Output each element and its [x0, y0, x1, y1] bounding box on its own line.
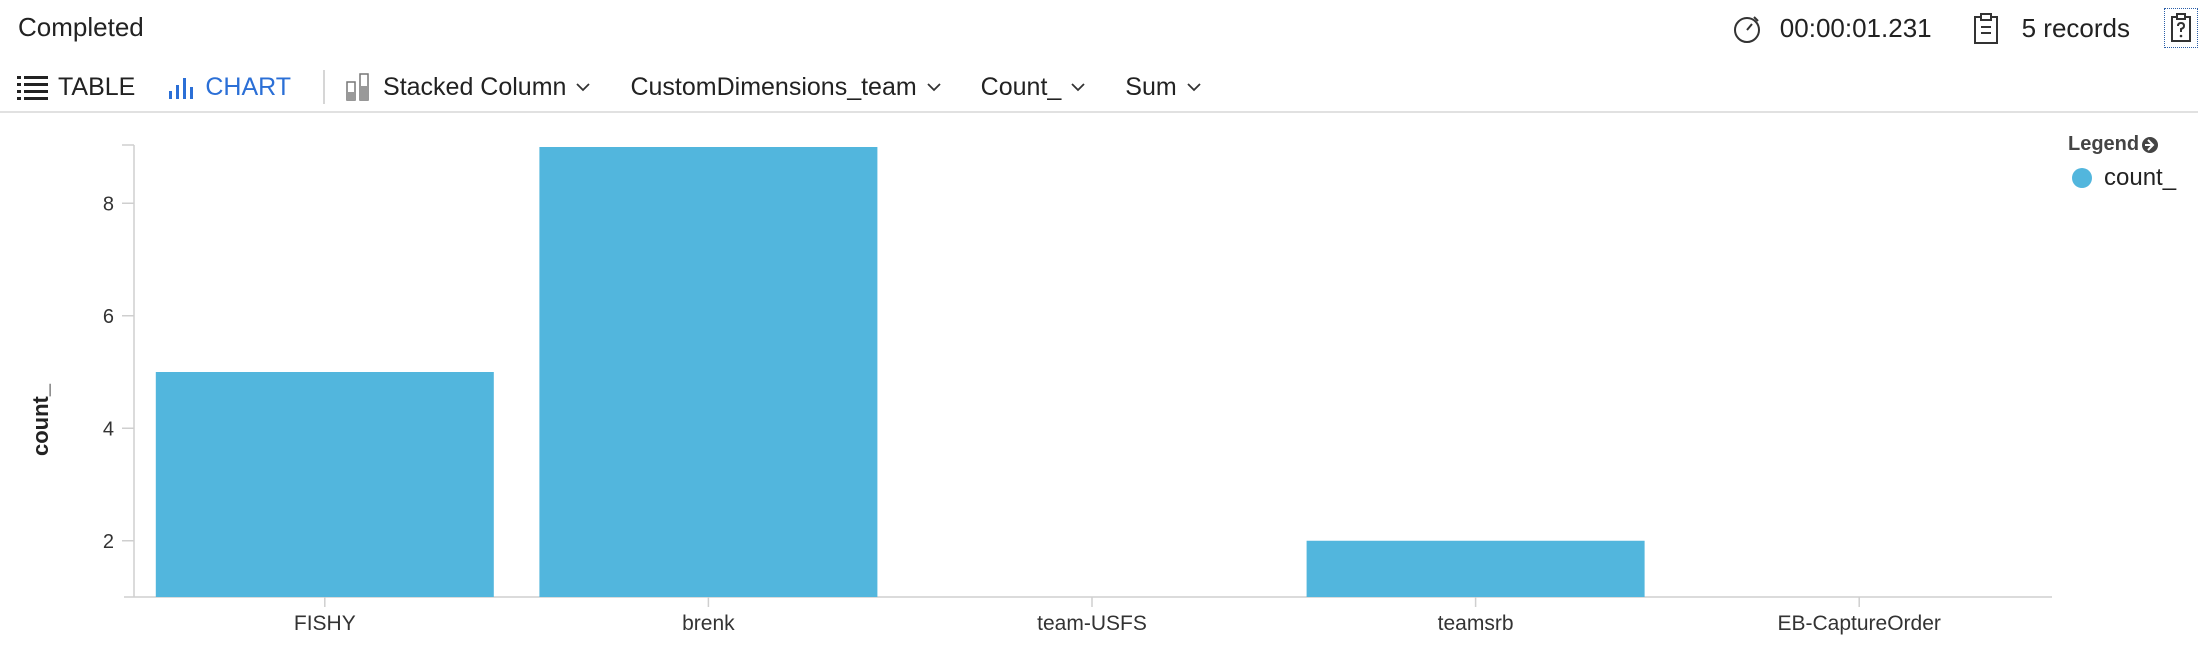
- toolbar-divider-line: [0, 111, 2198, 113]
- x-tick-label: team-USFS: [1037, 612, 1147, 635]
- records-count: 5 records: [2021, 12, 2130, 43]
- chevron-down-icon: [1071, 83, 1085, 92]
- clipboard-question-icon: [2171, 13, 2191, 42]
- table-view-label: TABLE: [58, 72, 136, 101]
- chart-view-button[interactable]: CHART: [167, 62, 291, 112]
- legend-swatch: [2072, 168, 2092, 188]
- status-text: Completed: [18, 12, 144, 42]
- chart-area: 2 4 6 8 FISHY brenk team-USFS teamsrb EB-Capture…: [0, 113, 2198, 650]
- table-view-button[interactable]: TABLE: [16, 62, 135, 112]
- legend-item-label: count_: [2104, 164, 2177, 191]
- chevron-down-icon: [576, 83, 591, 92]
- results-toolbar: TABLE CHART Stacked Column CustomDimensi…: [0, 62, 2198, 112]
- y-axis-label: count_: [28, 383, 53, 456]
- y-tick-label: 2: [103, 531, 114, 553]
- chart-view-label: CHART: [205, 72, 292, 101]
- legend-item[interactable]: count_: [2072, 164, 2176, 192]
- bar-brenk[interactable]: [539, 147, 878, 597]
- chevron-down-icon: [1187, 83, 1201, 92]
- x-tick-label: teamsrb: [1438, 612, 1514, 635]
- chart-type-value: Stacked Column: [383, 72, 567, 101]
- bar-chart-icon: [169, 78, 194, 99]
- list-icon: [17, 76, 48, 100]
- arrow-right-circle-icon: [2142, 136, 2159, 153]
- y-axis-dropdown[interactable]: Count_: [981, 62, 1086, 112]
- x-tick-label: FISHY: [294, 612, 356, 635]
- aggregation-value: Sum: [1125, 72, 1177, 101]
- y-axis-value: Count_: [980, 72, 1062, 101]
- column-chart: 2 4 6 8 FISHY brenk team-USFS teamsrb EB-Capture…: [103, 144, 2052, 635]
- chevron-down-icon: [927, 83, 941, 92]
- clipboard-icon: [1973, 13, 1998, 44]
- bar-fishy[interactable]: [155, 372, 494, 597]
- y-tick-label: 6: [103, 306, 114, 328]
- y-tick-label: 4: [103, 418, 114, 440]
- legend: Legend count_: [2068, 133, 2176, 192]
- y-axis-label-wrap: count_: [18, 338, 68, 458]
- y-tick-label: 8: [103, 193, 114, 215]
- x-tick-label: EB-CaptureOrder: [1777, 612, 1940, 635]
- aggregation-dropdown[interactable]: Sum: [1125, 62, 1201, 112]
- status-right: 00:00:01.231 5 records: [1730, 0, 2198, 56]
- x-axis-value: CustomDimensions_team: [630, 72, 917, 101]
- x-axis-dropdown[interactable]: CustomDimensions_team: [630, 62, 941, 112]
- bar-teamsrb[interactable]: [1306, 540, 1645, 597]
- duration-group: 00:00:01.231: [1730, 11, 1932, 45]
- x-tick-label: brenk: [682, 612, 735, 635]
- help-button[interactable]: [2164, 8, 2198, 48]
- duration-text: 00:00:01.231: [1779, 12, 1932, 43]
- stopwatch-icon: [1733, 16, 1760, 43]
- toolbar-divider: [323, 70, 326, 104]
- legend-title: Legend: [2068, 133, 2140, 155]
- records-group: 5 records: [1972, 12, 2130, 44]
- stacked-column-icon: [346, 73, 369, 101]
- status-bar: Completed 00:00:01.231 5 records: [0, 0, 2198, 56]
- legend-toggle[interactable]: Legend: [2068, 133, 2176, 156]
- chart-type-dropdown[interactable]: Stacked Column: [345, 62, 591, 112]
